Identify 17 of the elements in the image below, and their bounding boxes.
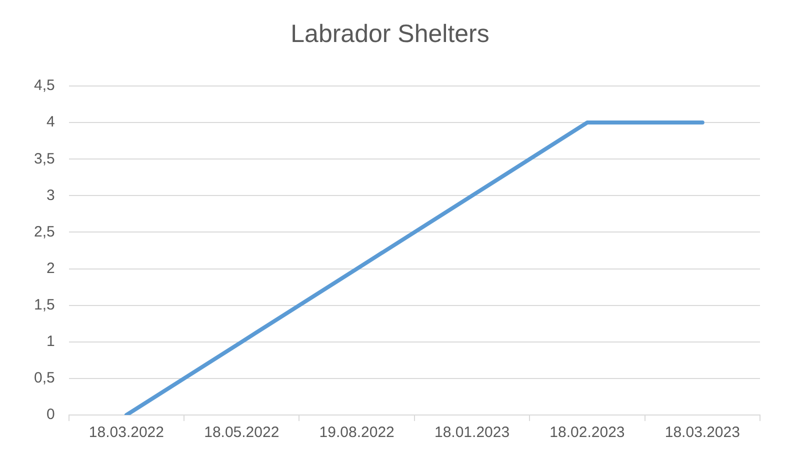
y-tick-label: 2 <box>46 260 55 277</box>
x-tick-label: 18.01.2023 <box>434 424 510 442</box>
x-tick-label: 18.02.2023 <box>550 424 625 442</box>
y-tick-label: 2,5 <box>34 223 55 240</box>
y-tick-label: 3 <box>46 186 55 204</box>
chart-title: Labrador Shelters <box>290 20 490 48</box>
y-tick-label: 1,5 <box>34 296 55 314</box>
x-tick-label: 19.08.2022 <box>319 424 394 442</box>
y-tick-label: 0 <box>46 406 55 424</box>
x-tick-label: 18.05.2022 <box>204 424 280 442</box>
y-tick-label: 4 <box>46 114 55 131</box>
y-tick-label: 1 <box>46 333 55 350</box>
y-tick-label: 0,5 <box>34 370 55 387</box>
y-tick-label: 4,5 <box>34 77 55 94</box>
y-tick-label: 3,5 <box>34 150 55 168</box>
x-tick-label: 18.03.2023 <box>664 424 740 442</box>
x-tick-label: 18.03.2022 <box>88 424 164 442</box>
